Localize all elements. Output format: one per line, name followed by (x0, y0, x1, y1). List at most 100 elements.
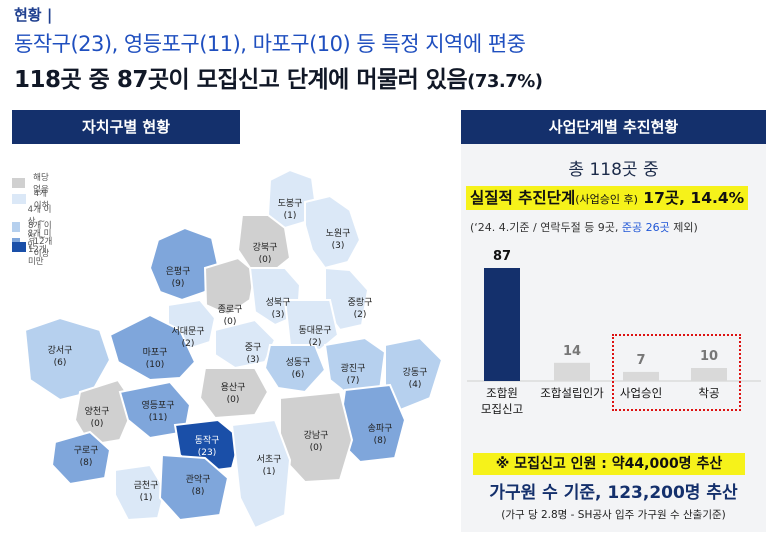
district-area (263, 344, 327, 394)
district-count-label: (23) (198, 448, 216, 458)
district-area (50, 430, 112, 486)
district-area (214, 318, 277, 370)
district-name-label: 마포구 (143, 347, 168, 358)
legend-swatch (12, 222, 20, 232)
headline-summary-percent: (73.7%) (467, 71, 543, 92)
district-name-label: 은평구 (166, 266, 191, 277)
district-name-label: 양천구 (85, 406, 110, 417)
bar-value-label: 14 (563, 344, 581, 359)
district-count-label: (11) (149, 413, 167, 423)
legend-label: 8개 이상 ~ 12개 미만 (27, 221, 52, 267)
district-name-label: 강북구 (253, 242, 278, 253)
category-label: 조합설립인가 (540, 386, 604, 400)
district-area (283, 299, 340, 352)
district-count-label: (6) (292, 370, 305, 380)
category-label: 조합원 (486, 386, 518, 400)
stage-bar (691, 368, 727, 381)
approved-stages-highlight-box (612, 334, 741, 411)
district-name-label: 동작구 (195, 435, 220, 446)
note-part-1: (‘24. 4.기준 / 연락두절 등 9곳, (470, 221, 622, 234)
highlight-qualifier: (사업승인 후) (575, 193, 638, 206)
exclusion-note: (‘24. 4.기준 / 연락두절 등 9곳, 준공 26곳 제외) (470, 219, 698, 235)
district-area (158, 453, 230, 522)
district-count-label: (7) (347, 376, 360, 386)
legend-label: 4개 이하 (33, 189, 50, 211)
district-name-label: 중구 (245, 342, 262, 353)
district-area (114, 463, 167, 522)
district-name-label: 서초구 (257, 454, 282, 465)
district-panel-title: 자치구별 현황 (12, 110, 240, 144)
district-name-label: 노원구 (326, 228, 351, 239)
note-part-3: 제외) (669, 221, 698, 234)
legend-swatch (12, 242, 26, 252)
district-count-label: (1) (263, 467, 276, 477)
district-name-label: 영등포구 (141, 400, 174, 411)
district-name-label: 강남구 (304, 430, 329, 441)
legend-item: 4개 이하 (12, 187, 52, 211)
district-name-label: 도봉구 (278, 198, 303, 209)
headline-districts: 동작구(23), 영등포구(11), 마포구(10) 등 특정 지역에 편중 (14, 32, 526, 56)
district-area (236, 214, 292, 272)
estimate-basis-note: (가구 당 2.8명 - SH공사 입주 가구원 수 산출기준) (501, 509, 726, 521)
legend-swatch (12, 194, 26, 204)
stage-bar (623, 371, 659, 381)
district-count-label: (8) (374, 436, 387, 446)
district-count-label: (1) (140, 493, 153, 503)
stage-panel-title: 사업단계별 추진현황 (461, 110, 766, 144)
category-label: 모집신고 (481, 402, 523, 416)
district-area (198, 367, 270, 420)
section-label: 현황 | (14, 6, 53, 24)
district-name-label: 관악구 (186, 473, 211, 485)
category-label: 착공 (698, 386, 719, 400)
recruit-estimate: ※ 모집신고 인원 : 약44,000명 추산 (473, 453, 745, 475)
note-part-2: 준공 26곳 (621, 221, 670, 234)
district-count-label: (0) (91, 419, 104, 429)
district-count-label: (10) (146, 360, 164, 370)
district-name-label: 강서구 (48, 345, 73, 356)
district-name-label: 구로구 (74, 445, 99, 456)
total-sites-label: 총 118곳 중 (568, 160, 659, 180)
legend-swatch (12, 178, 26, 188)
district-count-label: (4) (409, 380, 422, 390)
district-count-label: (3) (332, 241, 345, 251)
district-count-label: (9) (172, 279, 185, 289)
legend-label: 4개 이상 ~ 8개 미만 (27, 205, 52, 251)
legend-item: 해당 없음 (12, 171, 52, 195)
bar-value-label: 7 (636, 353, 645, 368)
district-area (73, 378, 137, 447)
district-name-label: 광진구 (341, 362, 366, 374)
district-count-label: (1) (284, 211, 297, 221)
district-count-label: (2) (309, 338, 322, 348)
district-count-label: (0) (227, 395, 240, 405)
legend-item: 4개 이상 ~ 8개 미만 (12, 203, 52, 251)
bar-value-label: 87 (493, 249, 511, 264)
district-area (23, 316, 112, 402)
district-count-label: (8) (192, 487, 205, 497)
highlight-label: 실질적 추진단계 (470, 189, 576, 207)
district-count-label: (2) (354, 310, 367, 320)
legend-item: 12개 이상 (12, 235, 55, 259)
district-area (108, 313, 197, 382)
seoul-district-map: 도봉구 (1) 노원구 (3) 강북구 (0) 은평구 (9) 종로구 (0) 성북구 (3) 중랑구 (… (23, 168, 444, 530)
district-name-label: 중랑구 (348, 296, 373, 308)
district-area (230, 418, 292, 530)
district-name-label: 금천구 (134, 480, 159, 491)
district-name-label: 성동구 (286, 357, 311, 368)
highlight-value: 17곳, 14.4% (637, 189, 745, 207)
headline-summary: 118곳 중 87곳이 모집신고 단계에 머물러 있음(73.7%) (14, 60, 543, 94)
stage-bar (554, 362, 590, 381)
district-name-label: 동대문구 (298, 325, 331, 336)
district-count-label: (0) (224, 317, 237, 327)
district-name-label: 성북구 (266, 297, 291, 308)
district-area (304, 194, 362, 270)
district-name-label: 송파구 (368, 423, 393, 434)
actual-progress-highlight: 실질적 추진단계(사업승인 후) 17곳, 14.4% (466, 186, 749, 210)
district-name-label: 강동구 (403, 367, 428, 378)
bar-value-label: 10 (700, 349, 718, 364)
district-name-label: 종로구 (218, 304, 243, 315)
district-count-label: (6) (54, 358, 67, 368)
district-count-label: (2) (182, 339, 195, 349)
district-name-label: 용산구 (221, 382, 246, 393)
legend-label: 해당 없음 (33, 173, 49, 195)
